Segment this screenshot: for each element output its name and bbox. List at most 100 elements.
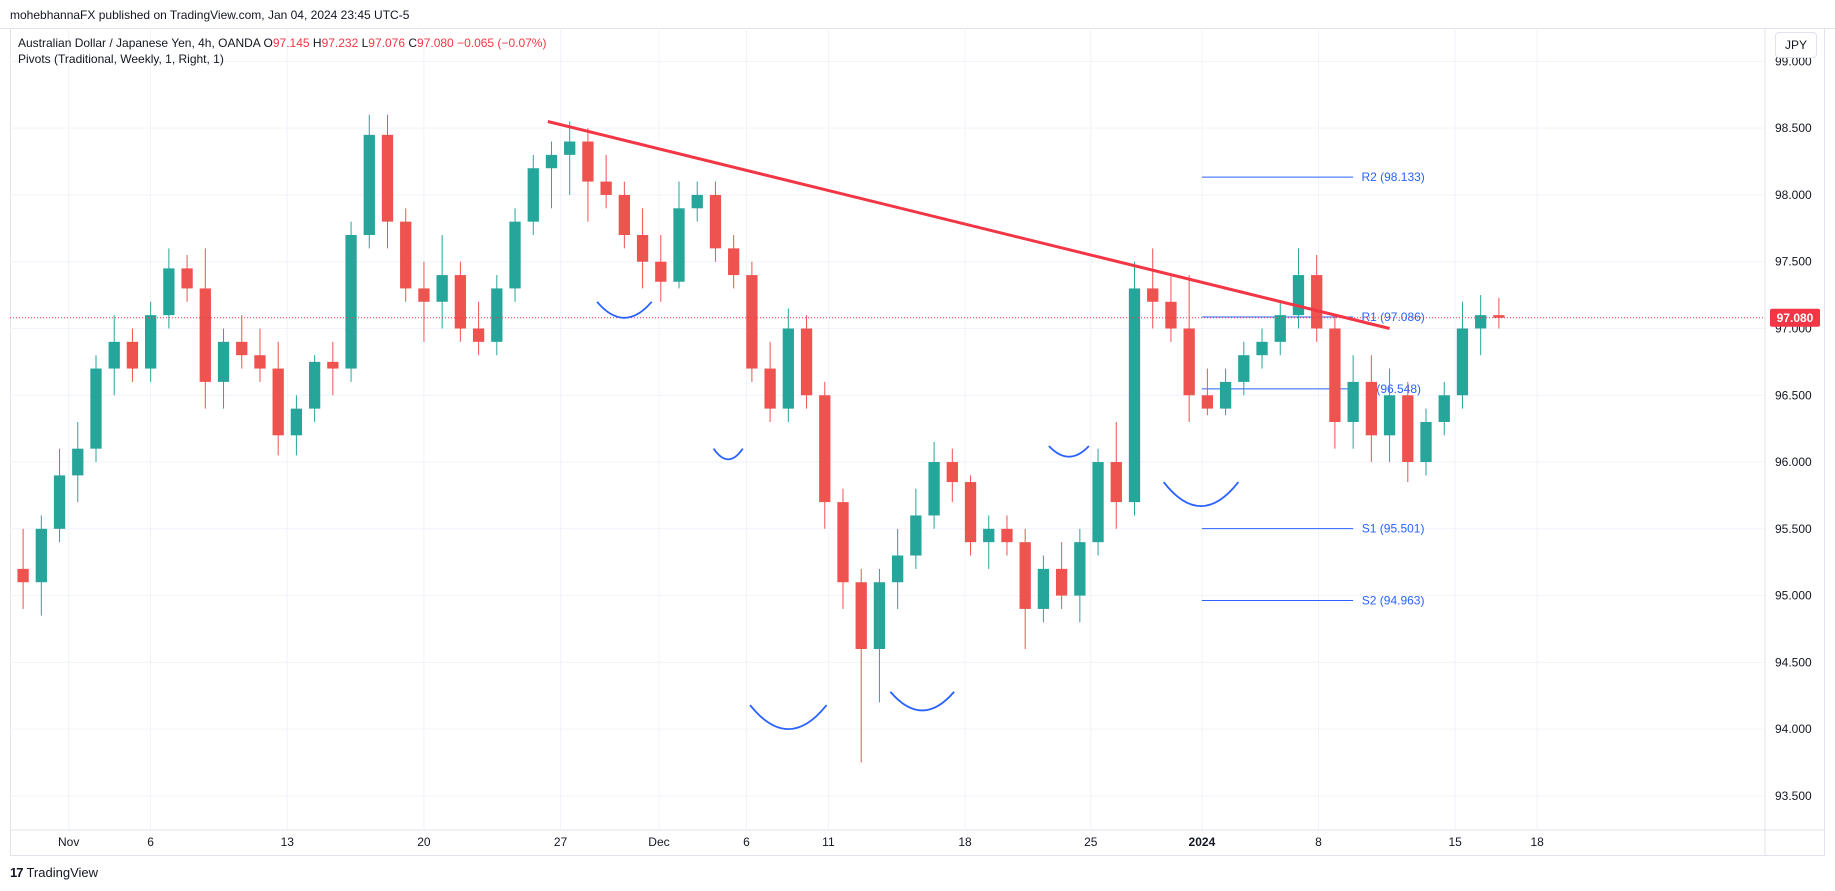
candle-body <box>1055 568 1068 596</box>
x-tick-label: 6 <box>743 835 750 849</box>
x-tick-label: 18 <box>1530 835 1544 849</box>
high-value: 97.232 <box>321 36 359 50</box>
y-tick-label: 95.500 <box>1775 522 1812 536</box>
candle-body <box>472 328 485 342</box>
candle-body <box>491 288 503 342</box>
symbol-title: Australian Dollar / Japanese Yen, 4h, OA… <box>18 36 261 50</box>
candle-body <box>910 515 922 556</box>
x-tick-label: 27 <box>554 835 568 849</box>
x-tick-label: 15 <box>1448 835 1462 849</box>
tradingview-logo-icon: 17 <box>10 865 24 880</box>
candle-body <box>1274 315 1286 342</box>
candle-body <box>1219 381 1232 409</box>
x-tick-label: 8 <box>1315 835 1322 849</box>
annotation-arc <box>712 448 744 461</box>
currency-button[interactable]: JPY <box>1775 32 1817 58</box>
y-tick-label: 95.000 <box>1775 589 1812 603</box>
chart-frame[interactable] <box>10 28 1825 856</box>
candle-body <box>1475 315 1487 329</box>
candle-body <box>691 194 703 209</box>
candle-body <box>891 555 904 583</box>
candle-body <box>181 268 193 289</box>
candle-body <box>837 502 849 583</box>
candle-body <box>1037 568 1050 609</box>
pivot-label-s1: S1 (95.501) <box>1362 522 1425 536</box>
candle-body <box>236 341 248 356</box>
candle-body <box>199 288 211 382</box>
open-label: O <box>263 36 273 50</box>
x-tick-label: 2024 <box>1189 835 1216 849</box>
candle-body <box>1347 381 1359 422</box>
brand-name: TradingView <box>26 865 99 880</box>
annotation-arc <box>1162 481 1240 507</box>
candle-body <box>800 328 813 396</box>
chart-legend: Australian Dollar / Japanese Yen, 4h, OA… <box>18 35 546 67</box>
candle-body <box>454 275 467 329</box>
x-tick-label: 11 <box>822 835 835 849</box>
x-tick-label: 6 <box>147 835 154 849</box>
change-value: −0.065 (−0.07%) <box>457 36 547 50</box>
candle-body <box>17 568 29 583</box>
candle-body <box>873 582 886 649</box>
y-tick-label: 96.500 <box>1775 388 1812 402</box>
annotation-arc <box>889 691 955 712</box>
candle-body <box>600 181 612 195</box>
candle-body <box>1329 328 1341 422</box>
candle-body <box>108 341 120 369</box>
resistance-trendline <box>547 120 1390 330</box>
candle-body <box>1493 315 1505 318</box>
candle-body <box>126 341 139 369</box>
candle-body <box>308 361 321 409</box>
candle-body <box>1438 395 1450 422</box>
y-tick-label: 94.000 <box>1775 722 1812 736</box>
candle-body <box>1238 355 1250 382</box>
candle-body <box>1147 288 1159 302</box>
candle-body <box>1183 328 1195 396</box>
x-tick-label: 25 <box>1084 835 1098 849</box>
candle-body <box>636 235 649 262</box>
candle-body <box>1001 528 1013 543</box>
candle-body <box>1402 395 1414 463</box>
annotation-arc <box>1048 445 1090 458</box>
candle-body <box>1201 395 1214 409</box>
candle-body <box>928 462 940 516</box>
pivot-label-s2: S2 (94.963) <box>1362 594 1425 608</box>
publisher-line: mohebhannaFX published on TradingView.co… <box>10 8 410 22</box>
x-tick-label: 13 <box>281 835 295 849</box>
candle-body <box>819 395 831 503</box>
footer-brand[interactable]: 17 TradingView <box>10 865 98 880</box>
candle-body <box>1165 301 1177 329</box>
annotation-arc <box>749 704 828 730</box>
candle-body <box>217 341 230 382</box>
open-value: 97.145 <box>272 36 310 50</box>
candle-body <box>728 248 740 276</box>
x-tick-label: 18 <box>958 835 972 849</box>
candle-body <box>764 368 776 409</box>
candle-body <box>1128 288 1141 503</box>
candle-body <box>90 368 102 449</box>
close-value: 97.080 <box>417 36 454 50</box>
candle-body <box>53 475 66 529</box>
candle-body <box>964 482 977 543</box>
x-tick-label: Nov <box>58 835 79 849</box>
candle-body <box>673 208 685 282</box>
candle-body <box>855 582 867 649</box>
candle-body <box>418 288 430 302</box>
candle-body <box>1019 542 1031 609</box>
current-price-tag <box>1770 308 1820 327</box>
candle-body <box>72 448 84 476</box>
low-label: L <box>361 36 369 50</box>
current-price-label: 97.080 <box>1777 311 1814 325</box>
y-tick-label: 97.500 <box>1775 255 1812 269</box>
candle-body <box>618 194 631 235</box>
candle-body <box>746 275 758 369</box>
candle-body <box>1110 462 1122 503</box>
candle-body <box>564 141 576 155</box>
low-value: 97.076 <box>368 36 405 50</box>
pivots-indicator-label[interactable]: Pivots (Traditional, Weekly, 1, Right, 1… <box>18 52 224 66</box>
candle-body <box>436 275 448 302</box>
high-label: H <box>312 36 322 50</box>
pivot-label-r1: R1 (97.086) <box>1361 310 1424 324</box>
candle-body <box>545 154 558 169</box>
